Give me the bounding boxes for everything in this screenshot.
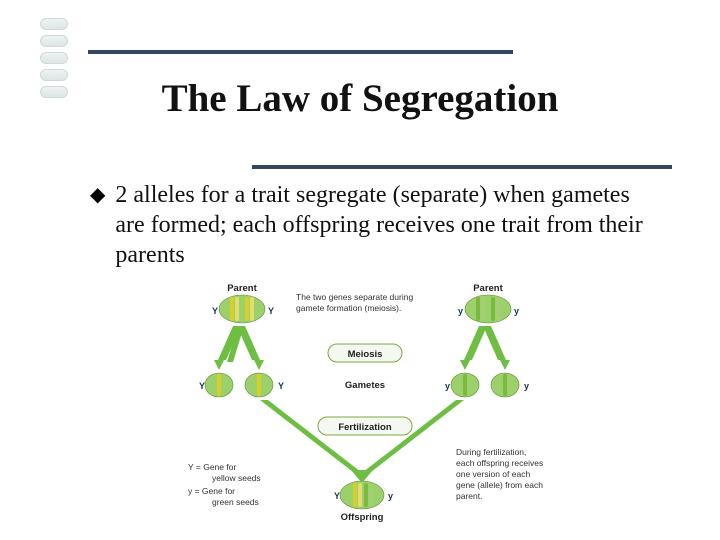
arrow-fertilization bbox=[260, 400, 361, 472]
allele-label: Y bbox=[212, 306, 218, 316]
parent-left-label: Parent bbox=[227, 283, 257, 294]
arrowhead-meiosis bbox=[214, 360, 224, 370]
arrow-meiosis bbox=[483, 326, 506, 360]
arrow-meiosis bbox=[464, 326, 487, 360]
binding-ring bbox=[40, 18, 68, 30]
legend-line: yellow seeds bbox=[212, 473, 261, 483]
bullet-item: ◆ 2 alleles for a trait segregate (separ… bbox=[90, 180, 645, 270]
allele-label: y bbox=[458, 306, 463, 316]
gene-separation-text-l2: gamete formation (meiosis). bbox=[296, 303, 401, 313]
gamete-cell bbox=[451, 373, 479, 397]
fert-text: each offspring receives bbox=[456, 458, 543, 468]
gamete-cell bbox=[491, 373, 519, 397]
stage-fertilization-label: Fertilization bbox=[338, 422, 392, 433]
bullet-text: 2 alleles for a trait segregate (separat… bbox=[115, 180, 645, 270]
gamete-cell bbox=[245, 373, 273, 397]
allele-label: Y bbox=[334, 491, 340, 501]
legend-line: Y = Gene for bbox=[188, 462, 236, 472]
parent-right-label: Parent bbox=[473, 283, 503, 294]
legend-line: y = Gene for bbox=[188, 486, 235, 496]
binding-ring bbox=[40, 52, 68, 64]
arrowhead-meiosis bbox=[254, 360, 264, 370]
binding-ring bbox=[40, 35, 68, 47]
allele-label: Y bbox=[199, 381, 205, 391]
arrow-fertilization bbox=[363, 400, 464, 472]
allele-label: y bbox=[514, 306, 519, 316]
allele-label: y bbox=[388, 491, 393, 501]
title-overline bbox=[88, 50, 513, 54]
bullet-marker: ◆ bbox=[90, 180, 105, 270]
legend-line: green seeds bbox=[212, 497, 259, 507]
parent-left-cell bbox=[219, 295, 265, 323]
arrowhead-meiosis bbox=[500, 360, 510, 370]
allele-label: Y bbox=[268, 306, 274, 316]
gametes-label: Gametes bbox=[345, 380, 385, 391]
allele-label: Y bbox=[278, 381, 284, 391]
gamete-cell bbox=[205, 373, 233, 397]
parent-right-cell bbox=[465, 295, 511, 323]
segregation-diagram: Parent Parent The two genes separate dur… bbox=[188, 282, 598, 522]
fert-text: During fertilization, bbox=[456, 447, 526, 457]
stage-meiosis-label: Meiosis bbox=[348, 349, 383, 360]
gene-separation-text-l1: The two genes separate during bbox=[296, 292, 413, 302]
offspring-label: Offspring bbox=[341, 512, 384, 522]
arrow-meiosis bbox=[237, 326, 260, 360]
arrowhead-meiosis bbox=[460, 360, 470, 370]
slide-title: The Law of Segregation bbox=[0, 76, 720, 121]
offspring-cell bbox=[340, 481, 384, 509]
allele-label: y bbox=[445, 381, 450, 391]
allele-label: y bbox=[524, 381, 529, 391]
fert-text: parent. bbox=[456, 491, 482, 501]
fert-text: one version of each bbox=[456, 469, 530, 479]
title-underline bbox=[252, 165, 672, 169]
fert-text: gene (allele) from each bbox=[456, 480, 543, 490]
